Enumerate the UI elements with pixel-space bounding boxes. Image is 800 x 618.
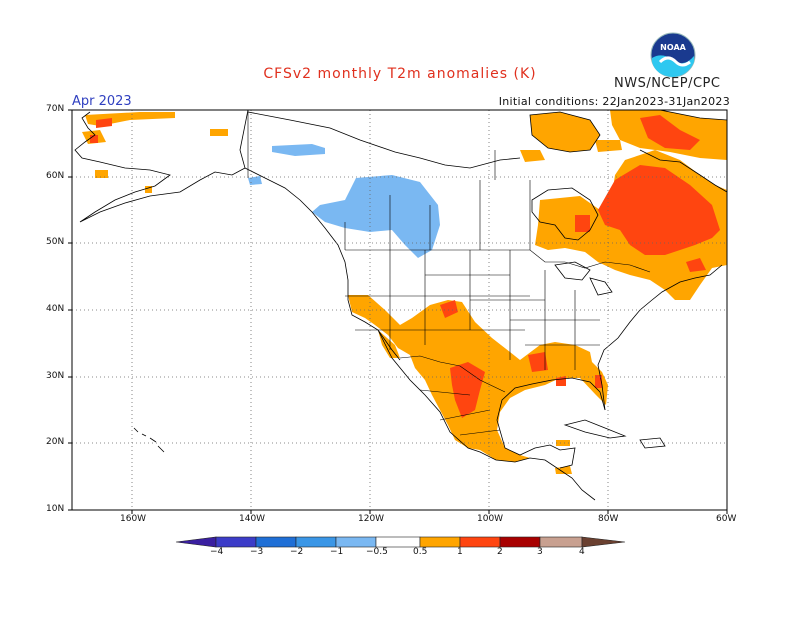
- lat-label: 10N: [46, 504, 65, 514]
- noaa-logo: NOAA: [650, 32, 696, 78]
- strong-warm-anomaly-regions: [90, 115, 720, 418]
- agency-label: NWS/NCEP/CPC: [614, 76, 721, 91]
- colorbar-label: 1: [457, 547, 463, 557]
- colorbar-label: 4: [579, 547, 585, 557]
- lat-label: 50N: [46, 237, 65, 247]
- colorbar-label: 2: [497, 547, 503, 557]
- graticule: [72, 110, 727, 510]
- colorbar-swatch: [215, 536, 257, 548]
- colorbar-label: −0.5: [366, 547, 388, 557]
- colorbar-label: −1: [330, 547, 344, 557]
- cold-anomaly-regions: [248, 144, 440, 258]
- colorbar-swatch: [419, 536, 461, 548]
- colorbar-swatch: [499, 536, 541, 548]
- lat-label: 30N: [46, 371, 65, 381]
- valid-month: Apr 2023: [72, 94, 132, 109]
- warm-anomaly-regions: [82, 110, 727, 474]
- colorbar-swatch-lt-4: [175, 536, 217, 548]
- colorbar-swatch: [335, 536, 377, 548]
- chart-title: CFSv2 monthly T2m anomalies (K): [263, 66, 537, 82]
- initial-conditions: Initial conditions: 22Jan2023-31Jan2023: [498, 95, 730, 108]
- colorbar-label: 0.5: [413, 547, 428, 557]
- lat-label: 70N: [46, 104, 65, 114]
- colorbar-swatch: [375, 536, 421, 548]
- lon-label: 100W: [477, 514, 504, 524]
- colorbar-swatch-gt-4: [581, 536, 626, 548]
- lon-label: 120W: [358, 514, 385, 524]
- colorbar-label: −2: [290, 547, 304, 557]
- colorbar: [175, 536, 626, 548]
- colorbar-label: 3: [537, 547, 543, 557]
- colorbar-label: −4: [210, 547, 224, 557]
- lon-label: 140W: [239, 514, 266, 524]
- lat-label: 60N: [46, 171, 65, 181]
- colorbar-swatch: [459, 536, 501, 548]
- lat-label: 20N: [46, 437, 65, 447]
- lon-label: 160W: [120, 514, 147, 524]
- colorbar-label: −3: [250, 547, 264, 557]
- lat-label: 40N: [46, 304, 65, 314]
- coastlines: [74, 110, 727, 501]
- lon-label: 80W: [598, 514, 619, 524]
- colorbar-swatch: [295, 536, 337, 548]
- political-borders: [247, 110, 651, 436]
- colorbar-swatch: [255, 536, 297, 548]
- colorbar-swatch: [539, 536, 583, 548]
- svg-text:NOAA: NOAA: [660, 43, 686, 52]
- lon-label: 60W: [716, 514, 737, 524]
